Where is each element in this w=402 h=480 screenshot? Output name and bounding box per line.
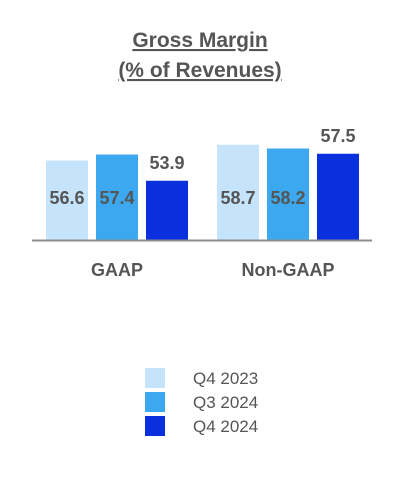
value-label-gaap-q4-2024: 53.9 xyxy=(149,153,184,173)
chart-title: Gross Margin xyxy=(132,29,267,52)
bar-gaap-q4-2023 xyxy=(46,160,88,240)
bar-gaap-q3-2024 xyxy=(96,154,138,240)
category-label-gaap: GAAP xyxy=(91,260,143,280)
plot-area: 56.6 57.4 53.9 GAAP 58.7 58.2 57.5 Non-GAAP xyxy=(32,126,372,280)
legend-swatch-q4-2024 xyxy=(145,416,165,436)
bar-non-gaap-q3-2024 xyxy=(267,148,309,240)
legend-label-q3-2024: Q3 2024 xyxy=(193,393,258,412)
chart-subtitle: (% of Revenues) xyxy=(118,59,281,82)
legend-label-q4-2023: Q4 2023 xyxy=(193,369,258,388)
category-label-non-gaap: Non-GAAP xyxy=(242,260,335,280)
legend-swatch-q3-2024 xyxy=(145,392,165,412)
bar-gaap-q4-2024 xyxy=(146,180,188,240)
value-label-non-gaap-q4-2023: 58.7 xyxy=(220,188,255,208)
value-label-non-gaap-q3-2024: 58.2 xyxy=(270,188,305,208)
legend-swatch-q4-2023 xyxy=(145,368,165,388)
value-label-gaap-q3-2024: 57.4 xyxy=(99,188,134,208)
legend: Q4 2023 Q3 2024 Q4 2024 xyxy=(145,368,258,436)
bar-non-gaap-q4-2024 xyxy=(317,153,359,240)
bar-non-gaap-q4-2023 xyxy=(217,144,259,240)
value-label-non-gaap-q4-2024: 57.5 xyxy=(320,126,355,146)
legend-label-q4-2024: Q4 2024 xyxy=(193,417,258,436)
value-label-gaap-q4-2023: 56.6 xyxy=(49,188,84,208)
